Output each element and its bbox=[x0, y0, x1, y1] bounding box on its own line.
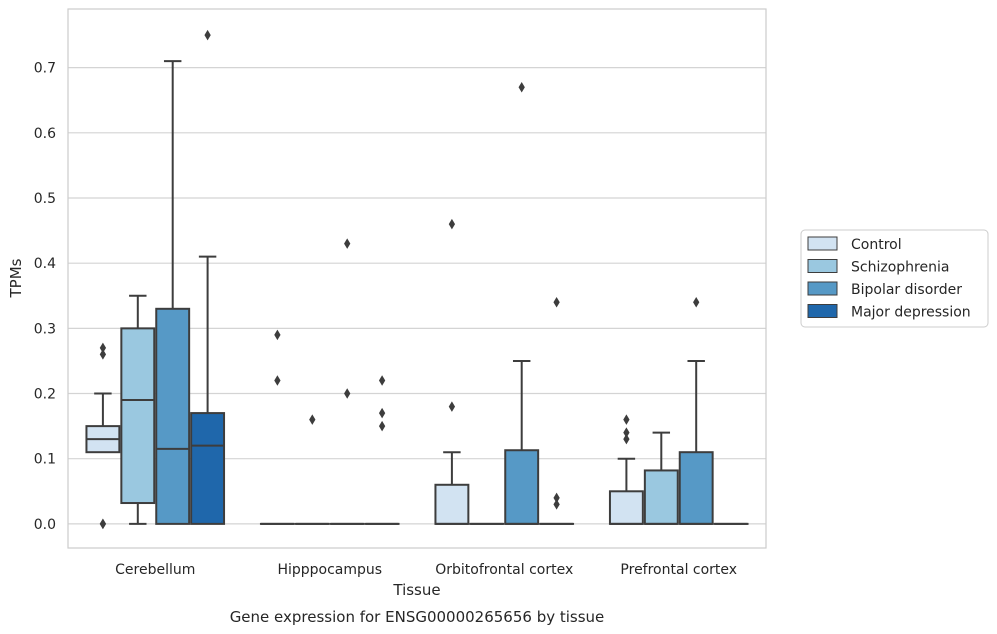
outlier-point bbox=[378, 407, 386, 419]
legend-swatch bbox=[807, 236, 838, 251]
box-control bbox=[434, 218, 470, 525]
x-tick-label: Prefrontal cortex bbox=[620, 562, 737, 578]
y-tick-label: 0.1 bbox=[34, 452, 56, 468]
outlier-point bbox=[274, 375, 281, 386]
y-tick-label: 0.4 bbox=[34, 256, 56, 272]
box-major-depression bbox=[364, 375, 400, 525]
box-schizophrenia bbox=[294, 414, 330, 525]
legend-frame bbox=[800, 229, 989, 328]
legend: Control Schizophrenia Bipolar disorder Majo… bbox=[800, 229, 989, 328]
legend-swatch bbox=[807, 304, 838, 318]
outlier-point bbox=[623, 414, 630, 425]
box-body bbox=[678, 451, 714, 525]
box-body bbox=[190, 412, 226, 525]
x-tick-label: Orbitofrontal cortex bbox=[435, 562, 573, 578]
legend-label: Schizophrenia bbox=[851, 260, 949, 276]
box-schizophrenia bbox=[120, 294, 156, 525]
legend-label: Major depression bbox=[851, 305, 971, 321]
x-ticks: Cerebellum Hipppocampus Orbitofrontal cort… bbox=[115, 562, 737, 578]
box-schizophrenia bbox=[643, 431, 679, 525]
y-tick-label: 0.3 bbox=[34, 321, 56, 337]
outlier-point bbox=[623, 433, 630, 445]
box-bipolar-disorder bbox=[678, 297, 714, 525]
y-axis-label: TPMs bbox=[7, 258, 25, 298]
box-body bbox=[120, 327, 156, 505]
outlier-point bbox=[344, 388, 351, 399]
plot-frame bbox=[67, 8, 767, 549]
y-ticks: 0.0 0.1 0.2 0.3 0.4 0.5 0.6 0.7 bbox=[34, 61, 56, 533]
box-bipolar-disorder bbox=[329, 238, 365, 525]
box-body bbox=[608, 490, 644, 525]
outlier-point bbox=[553, 499, 560, 510]
outlier-point bbox=[553, 492, 560, 504]
box-body bbox=[434, 483, 470, 525]
chart-caption: Gene expression for ENSG00000265656 by t… bbox=[230, 608, 605, 626]
outlier-point bbox=[309, 414, 316, 425]
outlier-point bbox=[378, 375, 386, 386]
x-tick-label: Hipppocampus bbox=[277, 562, 382, 578]
box-body bbox=[643, 469, 679, 525]
boxes bbox=[85, 29, 749, 530]
y-tick-label: 0.6 bbox=[34, 126, 56, 142]
outlier-point bbox=[518, 81, 525, 93]
outlier-point bbox=[693, 297, 700, 308]
y-tick-label: 0.0 bbox=[34, 517, 56, 533]
box-bipolar-disorder bbox=[155, 60, 191, 525]
outlier-point bbox=[99, 349, 107, 360]
box-control bbox=[259, 329, 295, 525]
outlier-point bbox=[623, 427, 630, 438]
legend-label: Control bbox=[851, 237, 902, 253]
y-tick-label: 0.2 bbox=[34, 387, 56, 403]
box-control bbox=[608, 414, 644, 525]
x-tick-label: Cerebellum bbox=[115, 562, 195, 578]
box-control bbox=[85, 342, 121, 530]
x-axis-label: Tissue bbox=[392, 581, 440, 599]
outlier-point bbox=[553, 297, 560, 308]
box-major-depression bbox=[190, 29, 226, 525]
outlier-point bbox=[274, 329, 281, 341]
legend-label: Bipolar disorder bbox=[851, 282, 962, 298]
box-bipolar-disorder bbox=[504, 81, 540, 525]
y-tick-label: 0.5 bbox=[34, 191, 56, 207]
outlier-point bbox=[204, 29, 211, 41]
outlier-point bbox=[344, 238, 351, 249]
box-body bbox=[155, 307, 191, 525]
outlier-point bbox=[99, 342, 107, 354]
legend-swatch bbox=[807, 281, 838, 296]
outlier-point bbox=[448, 401, 456, 412]
outlier-point bbox=[99, 518, 107, 530]
outlier-point bbox=[448, 218, 456, 230]
y-tick-label: 0.7 bbox=[34, 61, 56, 77]
box-major-depression bbox=[539, 297, 575, 525]
outlier-point bbox=[378, 420, 386, 432]
box-body bbox=[504, 449, 540, 525]
legend-swatch bbox=[807, 259, 838, 273]
